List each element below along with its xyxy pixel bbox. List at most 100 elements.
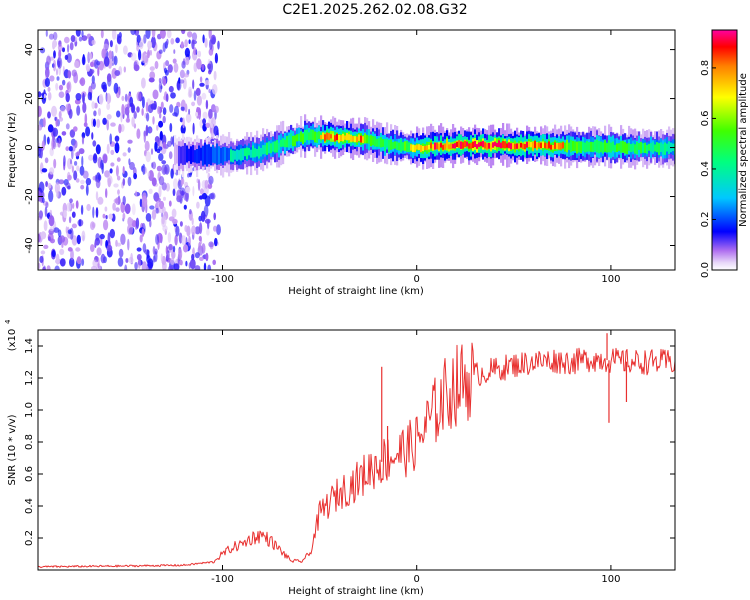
noise-blob: [209, 39, 213, 50]
noise-blob: [97, 174, 102, 181]
noise-blob: [115, 197, 121, 206]
noise-blob: [210, 133, 215, 138]
noise-blob: [151, 209, 157, 221]
noise-blob: [205, 252, 209, 262]
noise-blob: [191, 32, 198, 41]
noise-blob: [204, 79, 210, 86]
ridge-band: [256, 149, 259, 157]
noise-blob: [81, 136, 85, 145]
ridge-band: [564, 142, 567, 152]
noise-blob: [109, 228, 116, 239]
noise-blob: [65, 103, 71, 112]
noise-blob: [136, 254, 142, 261]
ridge-band: [588, 142, 591, 152]
ridge-band: [310, 129, 313, 140]
ridge-band: [232, 150, 235, 163]
ridge-band: [284, 139, 287, 148]
noise-blob: [95, 144, 101, 155]
noise-blob: [70, 249, 74, 261]
noise-blob: [202, 111, 208, 120]
ridge-band: [530, 141, 533, 148]
noise-blob: [130, 52, 137, 61]
noise-blob: [68, 108, 73, 119]
noise-blob: [168, 85, 174, 93]
noise-blob: [127, 216, 133, 227]
noise-blob: [53, 50, 56, 59]
noise-blob: [158, 49, 163, 54]
noise-blob: [95, 207, 99, 218]
noise-blob: [145, 151, 151, 163]
noise-blob: [178, 248, 183, 260]
ridge-band: [174, 142, 177, 166]
ridge-band: [386, 139, 389, 148]
noise-blob: [78, 148, 85, 155]
noise-blob: [44, 77, 51, 87]
x-tick-label: -100: [211, 574, 234, 585]
y-tick-label: 0: [24, 144, 35, 150]
noise-blob: [96, 60, 101, 66]
noise-blob: [191, 217, 194, 226]
noise-blob: [81, 55, 86, 66]
noise-blob: [135, 217, 140, 229]
noise-blob: [61, 131, 67, 136]
noise-blob: [130, 30, 137, 36]
noise-blob: [185, 56, 190, 66]
noise-blob: [136, 128, 141, 139]
ridge-band: [246, 147, 249, 160]
noise-blob: [92, 140, 97, 147]
noise-blob: [61, 242, 64, 248]
ridge-band: [478, 142, 481, 147]
noise-blob: [146, 265, 149, 270]
ridge-band: [404, 141, 407, 151]
ridge-band: [652, 141, 655, 153]
ridge-band: [322, 132, 325, 140]
noise-blob: [150, 103, 157, 110]
noise-blob: [156, 200, 160, 207]
noise-blob: [38, 105, 42, 117]
noise-blob: [118, 248, 124, 258]
noise-blob: [51, 250, 56, 258]
ridge-band: [406, 140, 409, 152]
noise-blob: [158, 81, 163, 93]
ridge-band: [658, 143, 661, 155]
noise-blob: [47, 124, 54, 133]
ridge-band: [178, 145, 181, 166]
noise-blob: [106, 143, 110, 154]
noise-blob: [207, 264, 212, 270]
noise-blob: [122, 212, 126, 220]
noise-blob: [78, 218, 82, 227]
noise-blob: [105, 188, 108, 199]
noise-blob: [109, 168, 113, 174]
noise-blob: [214, 237, 218, 247]
noise-blob: [98, 108, 101, 116]
noise-blob: [185, 186, 191, 194]
noise-blob: [58, 179, 65, 185]
noise-blob: [172, 245, 176, 253]
ridge-band: [218, 146, 221, 165]
ridge-band: [324, 134, 327, 142]
noise-blob: [151, 30, 156, 38]
noise-blob: [75, 30, 81, 37]
ridge-band: [180, 146, 183, 164]
ridge-band: [522, 143, 525, 149]
noise-blob: [184, 39, 188, 48]
noise-blob: [106, 102, 111, 110]
ridge-band: [422, 146, 425, 152]
noise-blob: [139, 234, 143, 243]
y-tick-label: 40: [24, 43, 35, 56]
noise-blob: [45, 181, 48, 187]
noise-blob: [43, 265, 46, 270]
ridge-band: [314, 131, 317, 143]
noise-blob: [76, 105, 81, 116]
colorbar-tick-label: 0.2: [700, 212, 711, 228]
noise-blob: [183, 73, 190, 78]
noise-blob: [82, 92, 85, 104]
ridge-band: [328, 133, 331, 141]
noise-blob: [128, 158, 131, 166]
noise-blob: [127, 139, 133, 144]
noise-blob: [56, 186, 59, 199]
noise-blob: [199, 188, 204, 195]
noise-blob: [205, 99, 209, 110]
noise-blob: [82, 102, 87, 114]
